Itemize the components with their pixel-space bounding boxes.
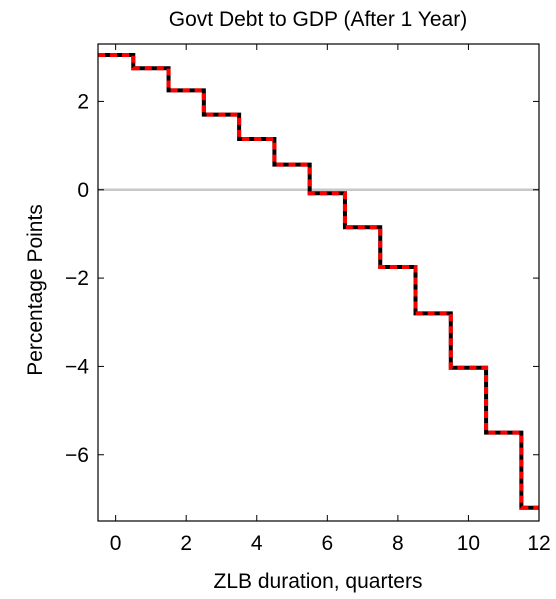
chart-title: Govt Debt to GDP (After 1 Year) [169, 8, 467, 31]
series-line-2 [98, 53, 539, 510]
y-tick-label: 2 [77, 90, 89, 113]
x-tick-label: 10 [457, 532, 480, 555]
y-axis-label: Percentage Points [24, 204, 47, 376]
y-tick-label: 0 [77, 179, 89, 202]
plot-frame [97, 43, 540, 522]
series-line-1 [98, 53, 539, 510]
x-tick-label: 8 [392, 532, 404, 555]
x-tick-label: 12 [527, 532, 550, 555]
x-axis-label: ZLB duration, quarters [214, 570, 423, 593]
x-tick-label: 4 [251, 532, 263, 555]
plot-area: 0 2 4 6 8 10 12 2 0 −2 −4 −6 [65, 43, 551, 555]
y-tick-label: −2 [65, 267, 89, 290]
x-tick-label: 0 [110, 532, 122, 555]
y-tick-label: −6 [65, 444, 89, 467]
x-tick-label: 6 [321, 532, 333, 555]
x-tick-label: 2 [180, 532, 192, 555]
y-tick-label: −4 [65, 355, 89, 378]
